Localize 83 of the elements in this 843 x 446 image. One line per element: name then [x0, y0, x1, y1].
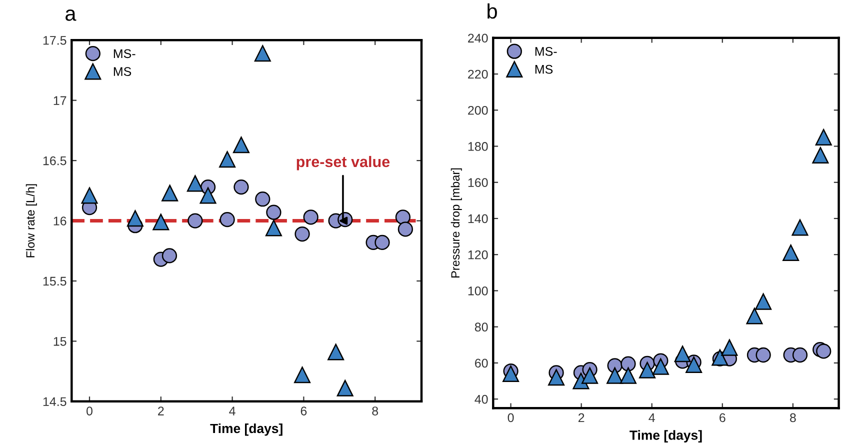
y-tick-label: 60	[475, 358, 488, 368]
x-tick-label: 8	[372, 406, 378, 416]
point	[620, 367, 636, 384]
legend-label: MS	[114, 67, 132, 76]
point	[294, 226, 310, 242]
point	[816, 344, 832, 359]
x-tick-label: 4	[648, 413, 655, 422]
y-axis-title: Pressure drop [mbar]	[450, 168, 462, 278]
y-tick-label: 17	[54, 96, 66, 105]
point	[162, 184, 178, 202]
point	[126, 210, 144, 227]
point	[582, 367, 598, 384]
point	[792, 219, 808, 236]
point	[294, 366, 311, 384]
x-tick-label: 2	[578, 413, 584, 422]
point	[255, 192, 270, 207]
point	[219, 151, 236, 168]
y-tick-label: 160	[468, 178, 488, 188]
x-tick-label: 0	[508, 413, 514, 422]
y-tick-label: 140	[468, 214, 488, 224]
point	[782, 244, 800, 262]
point	[336, 380, 354, 396]
x-tick-label: 8	[790, 413, 796, 422]
point	[81, 187, 98, 204]
point	[815, 128, 832, 146]
y-tick-label: 17.5	[43, 36, 66, 45]
x-tick-label: 2	[158, 406, 164, 416]
point	[265, 220, 282, 236]
y-tick-label: 200	[468, 106, 488, 115]
y-tick-label: 240	[468, 34, 488, 43]
point	[395, 210, 411, 225]
point	[502, 366, 520, 382]
point	[328, 344, 344, 360]
point	[374, 234, 390, 250]
x-tick-label: 6	[720, 413, 726, 422]
y-tick-label: 40	[474, 394, 488, 404]
y-tick-label: 80	[474, 322, 488, 332]
legend-label: MS	[535, 64, 553, 74]
annotation: pre-set value	[296, 156, 390, 170]
point	[220, 212, 235, 228]
point	[812, 147, 829, 164]
x-axis-title: Time [days]	[630, 430, 702, 442]
point	[652, 358, 669, 375]
x-tick-label: 0	[86, 406, 92, 416]
y-tick-label: 16.5	[43, 156, 66, 166]
y-tick-label: 220	[468, 70, 488, 79]
chart-title: b	[488, 3, 497, 19]
x-tick-label: 6	[300, 406, 307, 416]
point	[254, 45, 271, 62]
x-tick-label: 4	[229, 406, 236, 416]
point	[200, 187, 216, 204]
y-tick-label: 100	[468, 286, 488, 296]
point	[234, 179, 249, 195]
point	[162, 248, 178, 264]
point	[620, 356, 636, 372]
y-tick-label: 16	[54, 216, 66, 226]
point	[606, 367, 624, 384]
y-tick-label: 120	[468, 250, 488, 260]
legend-label: MS-	[114, 49, 136, 58]
y-tick-label: 14.5	[43, 397, 66, 406]
point	[266, 204, 282, 220]
y-tick-label: 15	[54, 337, 66, 346]
chart-title: a	[66, 9, 76, 21]
point	[746, 308, 763, 324]
point	[548, 369, 565, 386]
y-axis-title: Flow rate [L/h]	[26, 184, 37, 258]
point	[755, 293, 772, 310]
point	[686, 356, 702, 374]
point	[232, 136, 250, 154]
point	[639, 362, 656, 378]
point	[792, 347, 808, 363]
y-tick-label: 180	[468, 142, 488, 151]
point	[303, 210, 318, 225]
point	[152, 214, 170, 230]
point	[756, 347, 771, 363]
y-tick-label: 15.5	[43, 276, 66, 286]
point	[188, 213, 203, 228]
point	[721, 339, 738, 356]
x-axis-title: Time [days]	[210, 423, 282, 436]
point	[674, 346, 691, 362]
point	[186, 175, 204, 192]
point	[398, 222, 414, 237]
legend-label: MS-	[535, 46, 557, 56]
